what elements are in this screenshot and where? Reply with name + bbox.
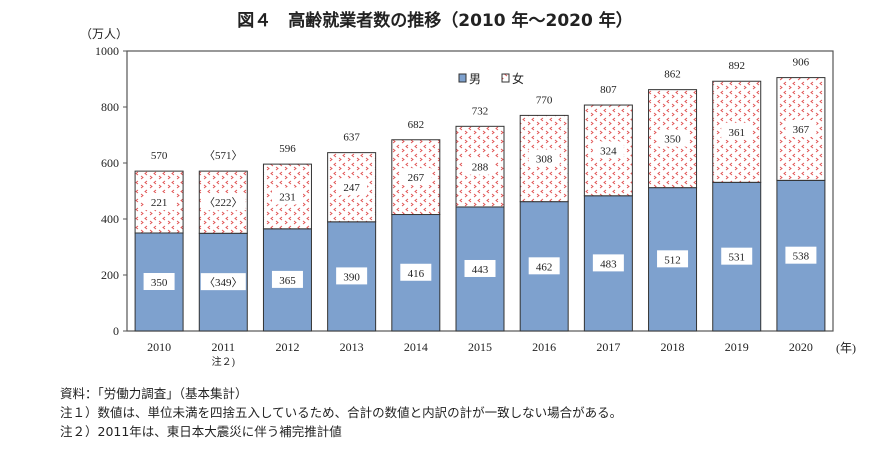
data-label: 365 [279, 275, 296, 287]
data-label-bg [271, 187, 303, 205]
total-label: 892 [728, 60, 745, 72]
data-label-bg [528, 257, 560, 275]
legend-swatch-female [501, 73, 510, 83]
legend-label-male: 男 [469, 72, 481, 86]
data-label: 324 [600, 145, 617, 157]
data-label: 308 [536, 154, 553, 166]
x-tick-label: 2010 [147, 340, 171, 354]
data-label-bg [657, 129, 689, 147]
data-label: 350 [151, 277, 168, 289]
y-tick-label: 0 [113, 324, 119, 338]
chart-title: 図４ 高齢就業者数の推移（2010 年～2020 年） [237, 11, 633, 31]
data-label: 390 [343, 271, 360, 283]
data-label: 512 [664, 254, 681, 266]
data-label-bg [657, 250, 689, 268]
y-tick-label: 800 [101, 100, 119, 114]
total-label: 807 [600, 84, 617, 96]
total-label: 906 [793, 57, 810, 69]
x-tick-label: 2011 [211, 340, 235, 354]
data-label: 350 [664, 134, 681, 146]
total-label: 637 [343, 132, 360, 144]
data-label: 367 [793, 124, 810, 136]
data-label: 〈349〉 [204, 276, 243, 289]
bar-chart: 0 200 400 600 800 1000 （万人） (年) 2010 350 221 570 201… [80, 27, 856, 368]
data-label: 231 [279, 191, 296, 203]
total-label: 770 [536, 94, 553, 106]
data-label: 416 [408, 268, 425, 280]
x-tick-label: 2019 [725, 340, 749, 354]
data-label: 443 [472, 264, 489, 276]
y-axis-label: （万人） [80, 27, 128, 41]
data-label: 267 [408, 172, 425, 184]
x-tick-label: 2012 [275, 340, 299, 354]
data-label-bg [721, 247, 753, 265]
data-label-bg [721, 122, 753, 140]
data-label-bg [143, 193, 175, 211]
total-label: 〈571〉 [204, 149, 243, 162]
legend-swatch-male [458, 73, 467, 83]
x-tick-label: 2016 [532, 340, 556, 354]
data-label-bg [592, 254, 624, 272]
data-label: 462 [536, 261, 553, 273]
data-label-bg [785, 119, 817, 137]
data-label-bg [400, 263, 432, 281]
y-tick-label: 1000 [95, 44, 119, 58]
bar-male [134, 232, 184, 332]
data-label-bg [271, 270, 303, 288]
data-label: 247 [343, 182, 360, 194]
total-label: 682 [408, 119, 425, 131]
data-label-bg [143, 273, 175, 290]
data-label-bg [464, 157, 496, 175]
data-label-bg [200, 193, 246, 211]
data-label-bg [785, 246, 817, 264]
x-tick-note: 注２) [212, 355, 235, 368]
total-label: 570 [151, 150, 168, 162]
x-tick-label: 2015 [468, 340, 492, 354]
x-axis-label: (年) [836, 341, 856, 355]
x-tick-label: 2018 [661, 340, 685, 354]
data-label: 538 [793, 251, 810, 263]
y-tick-label: 400 [101, 212, 119, 226]
total-label: 596 [279, 143, 296, 155]
data-label-bg [336, 178, 368, 196]
y-tick-label: 200 [101, 268, 119, 282]
note-2: 注２）2011年は、東日本大震災に伴う補完推計値 [60, 424, 342, 439]
note-1: 注１）数値は、単位未満を四捨五入しているため、合計の数値と内訳の計が一致しない場… [60, 405, 623, 420]
data-label-bg [464, 259, 496, 277]
notes: 資料：「労働力調査」（基本集計） 注１）数値は、単位未満を四捨五入しているため、… [60, 384, 622, 441]
x-tick-label: 2020 [789, 340, 813, 354]
total-label: 732 [472, 105, 489, 117]
data-label-bg [528, 149, 560, 167]
data-label: 483 [600, 258, 617, 270]
total-label: 862 [664, 69, 681, 81]
data-label: 531 [728, 252, 745, 264]
data-label: 〈222〉 [204, 196, 243, 209]
bar-male [455, 206, 505, 332]
data-label-bg [200, 273, 246, 291]
x-tick-label: 2017 [596, 340, 620, 354]
x-tick-label: 2014 [404, 340, 428, 354]
source-note: 資料：「労働力調査」（基本集計） [60, 386, 248, 401]
data-label: 221 [151, 197, 168, 209]
data-label-bg [592, 141, 624, 159]
x-tick-label: 2013 [340, 340, 364, 354]
y-tick-label: 600 [101, 156, 119, 170]
data-label-bg [336, 267, 368, 285]
data-label: 361 [728, 127, 745, 139]
data-label: 288 [472, 162, 489, 174]
data-label-bg [400, 168, 432, 186]
legend-label-female: 女 [512, 71, 524, 86]
